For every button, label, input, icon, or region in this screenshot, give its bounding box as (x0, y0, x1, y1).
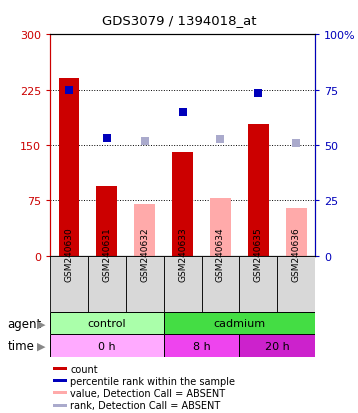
Text: GSM240635: GSM240635 (254, 227, 263, 281)
Text: agent: agent (7, 318, 42, 331)
Text: GSM240632: GSM240632 (140, 227, 149, 281)
Bar (164, 256, 202, 312)
Text: GSM240630: GSM240630 (64, 227, 73, 281)
Text: 20 h: 20 h (265, 341, 290, 351)
Text: value, Detection Call = ABSENT: value, Detection Call = ABSENT (70, 388, 225, 398)
Bar (172, 153, 193, 256)
Text: GSM240633: GSM240633 (178, 227, 187, 281)
Bar (53, 391, 67, 394)
Bar (50, 312, 164, 335)
Text: GSM240634: GSM240634 (216, 227, 225, 281)
Bar (59, 79, 79, 256)
Text: count: count (70, 364, 98, 374)
Text: cadmium: cadmium (213, 318, 265, 328)
Bar (164, 312, 315, 335)
Bar (286, 208, 306, 256)
Text: 0 h: 0 h (98, 341, 116, 351)
Bar (164, 335, 240, 357)
Text: control: control (88, 318, 126, 328)
Bar (202, 256, 240, 312)
Bar (126, 256, 164, 312)
Bar (240, 256, 277, 312)
Bar (248, 125, 268, 256)
Text: 8 h: 8 h (193, 341, 211, 351)
Text: ▶: ▶ (37, 341, 45, 351)
Bar (240, 335, 315, 357)
Bar (53, 379, 67, 382)
Text: GSM240631: GSM240631 (102, 227, 111, 281)
Bar (53, 404, 67, 407)
Bar (88, 256, 126, 312)
Bar (134, 204, 155, 256)
Text: time: time (7, 339, 34, 352)
Text: rank, Detection Call = ABSENT: rank, Detection Call = ABSENT (70, 401, 221, 411)
Bar (50, 256, 88, 312)
Text: GSM240636: GSM240636 (292, 227, 301, 281)
Bar (50, 335, 164, 357)
Text: ▶: ▶ (37, 319, 45, 329)
Bar (97, 186, 117, 256)
Bar (277, 256, 315, 312)
Text: GDS3079 / 1394018_at: GDS3079 / 1394018_at (102, 14, 256, 27)
Bar (210, 199, 231, 256)
Bar (53, 368, 67, 370)
Text: percentile rank within the sample: percentile rank within the sample (70, 376, 235, 386)
